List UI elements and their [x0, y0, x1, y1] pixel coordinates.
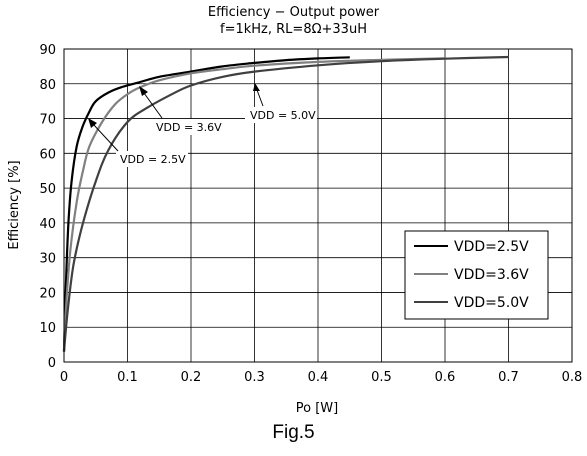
chart-subtitle-line-1: Efficiency − Output power — [207, 5, 380, 20]
annotation-arrow-vdd-5-0 — [253, 83, 260, 91]
y-tick-label: 40 — [39, 217, 56, 232]
y-tick-label: 60 — [39, 147, 56, 162]
x-axis-label: Po [W] — [296, 401, 338, 416]
annotation-vdd-5-0: VDD = 5.0V — [245, 83, 317, 123]
y-tick-label: 90 — [39, 43, 56, 58]
x-tick-label: 0.8 — [562, 370, 583, 385]
x-tick-label: 0.1 — [117, 370, 138, 385]
y-tick-label: 10 — [39, 321, 56, 336]
y-tick-label: 80 — [39, 78, 56, 93]
axis-ticks: 0 0.1 0.2 0.3 0.4 0.5 0.6 0.7 0.8 0 10 20 30 40 50 60 70… — [39, 43, 582, 385]
y-tick-label: 20 — [39, 286, 56, 301]
x-tick-label: 0.3 — [244, 370, 265, 385]
annotation-vdd-3-6: VDD = 3.6V — [139, 86, 223, 135]
x-tick-label: 0.7 — [498, 370, 519, 385]
y-tick-label: 0 — [48, 356, 56, 371]
y-tick-label: 50 — [39, 182, 56, 197]
x-tick-label: 0.6 — [435, 370, 456, 385]
legend-label-vdd-3-6: VDD=3.6V — [454, 267, 529, 283]
legend-label-vdd-5-0: VDD=5.0V — [454, 295, 529, 311]
figure-label: Fig.5 — [272, 422, 315, 443]
y-axis-label: Efficiency [%] — [7, 160, 22, 249]
x-tick-label: 0.5 — [371, 370, 392, 385]
annotation-arrow-vdd-3-6 — [139, 86, 148, 96]
legend-label-vdd-2-5: VDD=2.5V — [454, 239, 529, 255]
y-tick-label: 70 — [39, 113, 56, 128]
x-tick-label: 0.4 — [308, 370, 329, 385]
series-line-vdd-3-6v — [62, 57, 446, 352]
annotation-label-vdd-3-6: VDD = 3.6V — [156, 121, 222, 134]
series-lines — [62, 55, 509, 352]
series-line-vdd-5-0v — [62, 55, 509, 352]
x-tick-label: 0 — [60, 370, 68, 385]
annotation-vdd-2-5: VDD = 2.5V — [88, 118, 188, 167]
plot-area-frame — [63, 48, 573, 363]
chart-legend: VDD=2.5V VDD=3.6V VDD=5.0V — [404, 230, 549, 320]
y-tick-label: 30 — [39, 252, 56, 267]
annotation-label-vdd-5-0: VDD = 5.0V — [250, 109, 316, 122]
x-tick-label: 0.2 — [181, 370, 202, 385]
annotation-label-vdd-2-5: VDD = 2.5V — [120, 153, 186, 166]
chart-subtitle-line-2: f=1kHz, RL=8Ω+33uH — [220, 22, 367, 37]
series-line-vdd-2-5v — [62, 56, 350, 352]
annotation-arrow-vdd-2-5 — [88, 118, 97, 128]
